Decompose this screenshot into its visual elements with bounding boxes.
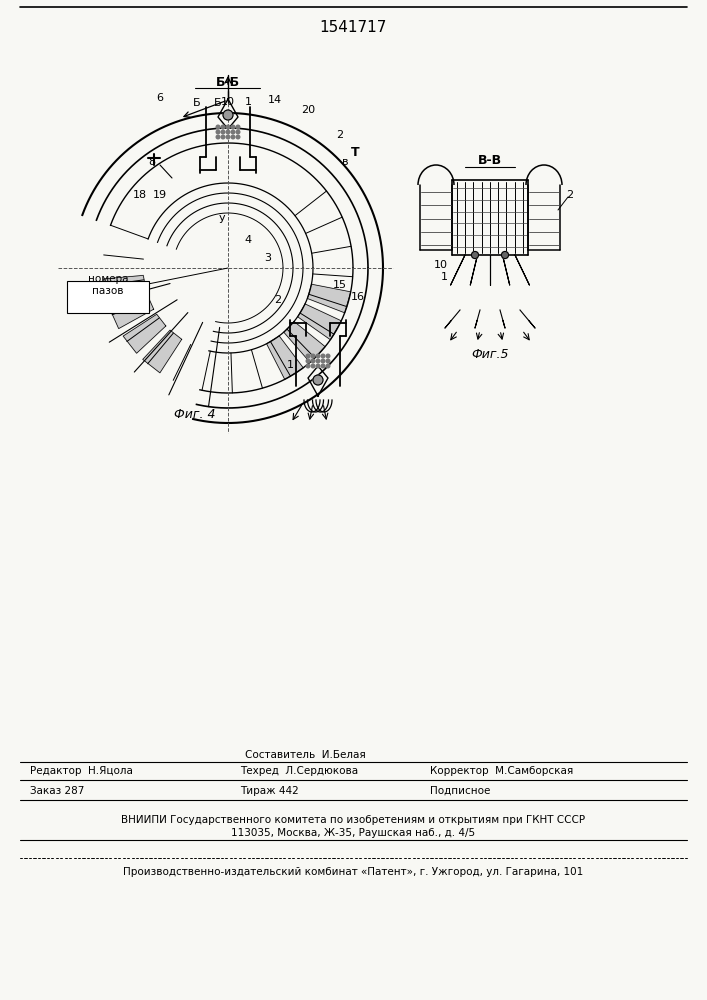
Text: 1: 1 — [441, 272, 448, 282]
Text: В-В: В-В — [478, 153, 502, 166]
Text: пазов: пазов — [92, 286, 124, 296]
Polygon shape — [267, 336, 303, 379]
Circle shape — [231, 125, 235, 129]
Circle shape — [231, 130, 235, 134]
Polygon shape — [103, 275, 146, 300]
Circle shape — [316, 354, 320, 358]
Polygon shape — [284, 321, 325, 362]
Text: 2: 2 — [337, 130, 344, 140]
Text: 10: 10 — [221, 97, 235, 107]
Text: Подписное: Подписное — [430, 786, 491, 796]
Circle shape — [226, 125, 230, 129]
Text: Производственно-издательский комбинат «Патент», г. Ужгород, ул. Гагарина, 101: Производственно-издательский комбинат «П… — [123, 867, 583, 877]
Circle shape — [226, 130, 230, 134]
Circle shape — [321, 354, 325, 358]
FancyBboxPatch shape — [67, 281, 149, 313]
Text: Заказ 287: Заказ 287 — [30, 786, 84, 796]
Text: в: в — [341, 157, 349, 167]
Text: 2: 2 — [566, 190, 573, 200]
Text: 1: 1 — [245, 97, 252, 107]
Polygon shape — [110, 296, 153, 329]
Circle shape — [321, 359, 325, 363]
Text: 8: 8 — [148, 157, 156, 167]
Circle shape — [321, 364, 325, 368]
Circle shape — [223, 110, 233, 120]
Circle shape — [313, 375, 323, 385]
Text: Фиг. 4: Фиг. 4 — [174, 408, 216, 422]
Text: Редактор  Н.Яцола: Редактор Н.Яцола — [30, 766, 133, 776]
Circle shape — [472, 251, 479, 258]
Text: 14: 14 — [268, 95, 282, 105]
Circle shape — [306, 359, 310, 363]
Circle shape — [236, 125, 240, 129]
Text: 10: 10 — [434, 260, 448, 270]
Text: Б: Б — [193, 98, 201, 108]
Text: 4: 4 — [245, 235, 252, 245]
Circle shape — [316, 359, 320, 363]
Text: Корректор  М.Самборская: Корректор М.Самборская — [430, 766, 573, 776]
Circle shape — [326, 354, 329, 358]
Text: 18: 18 — [133, 190, 147, 200]
Text: ВНИИПИ Государственного комитета по изобретениям и открытиям при ГКНТ СССР: ВНИИПИ Государственного комитета по изоб… — [121, 815, 585, 825]
Text: номера: номера — [88, 274, 128, 284]
Text: Составитель  И.Белая: Составитель И.Белая — [245, 750, 366, 760]
Circle shape — [221, 135, 225, 139]
Circle shape — [216, 125, 220, 129]
Circle shape — [326, 364, 329, 368]
Circle shape — [221, 130, 225, 134]
Text: 1541717: 1541717 — [320, 20, 387, 35]
Circle shape — [226, 135, 230, 139]
Circle shape — [216, 130, 220, 134]
Text: Фиг.5: Фиг.5 — [472, 349, 509, 361]
Circle shape — [311, 354, 315, 358]
Text: 2: 2 — [274, 295, 281, 305]
Text: Б: Б — [214, 98, 222, 108]
Text: 113035, Москва, Ж-35, Раушская наб., д. 4/5: 113035, Москва, Ж-35, Раушская наб., д. … — [231, 828, 475, 838]
Circle shape — [306, 364, 310, 368]
Circle shape — [236, 130, 240, 134]
Polygon shape — [123, 314, 166, 353]
Text: 15: 15 — [333, 280, 347, 290]
Text: 1: 1 — [286, 360, 293, 370]
Text: 3: 3 — [264, 253, 271, 263]
Circle shape — [231, 135, 235, 139]
Circle shape — [221, 125, 225, 129]
Text: T: T — [351, 145, 359, 158]
Circle shape — [326, 359, 329, 363]
Text: 16: 16 — [351, 292, 365, 302]
Text: Тираж 442: Тираж 442 — [240, 786, 299, 796]
Polygon shape — [308, 284, 351, 313]
Circle shape — [216, 135, 220, 139]
Circle shape — [236, 135, 240, 139]
Text: у: у — [218, 213, 226, 223]
Text: 19: 19 — [153, 190, 167, 200]
Polygon shape — [298, 304, 341, 340]
Circle shape — [311, 364, 315, 368]
Text: 6: 6 — [156, 93, 163, 103]
Circle shape — [311, 359, 315, 363]
Text: Б-Б: Б-Б — [216, 76, 240, 89]
Polygon shape — [143, 330, 182, 373]
Circle shape — [316, 364, 320, 368]
Circle shape — [501, 251, 508, 258]
Text: 20: 20 — [301, 105, 315, 115]
Text: Техред  Л.Сердюкова: Техред Л.Сердюкова — [240, 766, 358, 776]
Circle shape — [306, 354, 310, 358]
